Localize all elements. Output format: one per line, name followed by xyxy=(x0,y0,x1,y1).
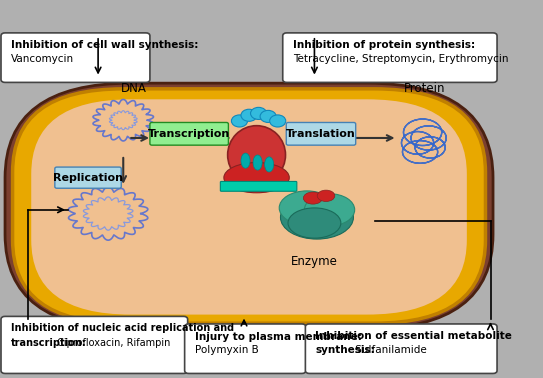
Text: Translation: Translation xyxy=(286,129,356,139)
Circle shape xyxy=(260,110,276,122)
FancyBboxPatch shape xyxy=(1,33,150,82)
Ellipse shape xyxy=(288,208,341,238)
Ellipse shape xyxy=(317,190,335,201)
FancyBboxPatch shape xyxy=(305,324,497,373)
Circle shape xyxy=(270,115,286,127)
Circle shape xyxy=(250,107,267,119)
Text: Sulfanilamide: Sulfanilamide xyxy=(352,345,426,355)
FancyBboxPatch shape xyxy=(30,98,468,316)
Text: Ciprofloxacin, Rifampin: Ciprofloxacin, Rifampin xyxy=(54,338,170,347)
Text: Tetracycline, Streptomycin, Erythromycin: Tetracycline, Streptomycin, Erythromycin xyxy=(293,54,508,64)
Ellipse shape xyxy=(253,155,262,170)
FancyBboxPatch shape xyxy=(150,122,229,145)
Text: Polymyxin B: Polymyxin B xyxy=(195,345,258,355)
Circle shape xyxy=(241,109,257,121)
FancyBboxPatch shape xyxy=(12,89,485,323)
Ellipse shape xyxy=(224,163,289,193)
Text: Protein: Protein xyxy=(405,82,446,95)
Text: Inhibition of cell wall synthesis:: Inhibition of cell wall synthesis: xyxy=(11,40,198,50)
Ellipse shape xyxy=(228,126,286,184)
Text: Enzyme: Enzyme xyxy=(291,255,338,268)
FancyBboxPatch shape xyxy=(5,83,493,329)
Ellipse shape xyxy=(304,192,323,204)
Text: synthesis:: synthesis: xyxy=(315,345,375,355)
Text: Inhibition of protein synthesis:: Inhibition of protein synthesis: xyxy=(293,40,475,50)
FancyBboxPatch shape xyxy=(55,167,121,188)
Text: Vancomycin: Vancomycin xyxy=(11,54,74,64)
Ellipse shape xyxy=(281,196,353,239)
Ellipse shape xyxy=(305,194,355,226)
FancyBboxPatch shape xyxy=(1,316,188,373)
FancyBboxPatch shape xyxy=(286,122,356,145)
Text: Inhibition of nucleic acid replication and: Inhibition of nucleic acid replication a… xyxy=(11,323,234,333)
Text: Inhibition of essential metabolite: Inhibition of essential metabolite xyxy=(315,331,512,341)
Text: DNA: DNA xyxy=(121,82,146,95)
FancyBboxPatch shape xyxy=(283,33,497,82)
Ellipse shape xyxy=(279,191,334,225)
Circle shape xyxy=(231,115,248,127)
FancyBboxPatch shape xyxy=(185,324,306,373)
Text: Injury to plasma membrane:: Injury to plasma membrane: xyxy=(195,332,362,341)
FancyBboxPatch shape xyxy=(220,181,297,191)
Text: Transcription: Transcription xyxy=(148,129,230,139)
Text: Replication: Replication xyxy=(53,173,123,183)
Ellipse shape xyxy=(241,153,250,168)
Ellipse shape xyxy=(264,157,274,172)
Text: transcription:: transcription: xyxy=(11,338,87,347)
